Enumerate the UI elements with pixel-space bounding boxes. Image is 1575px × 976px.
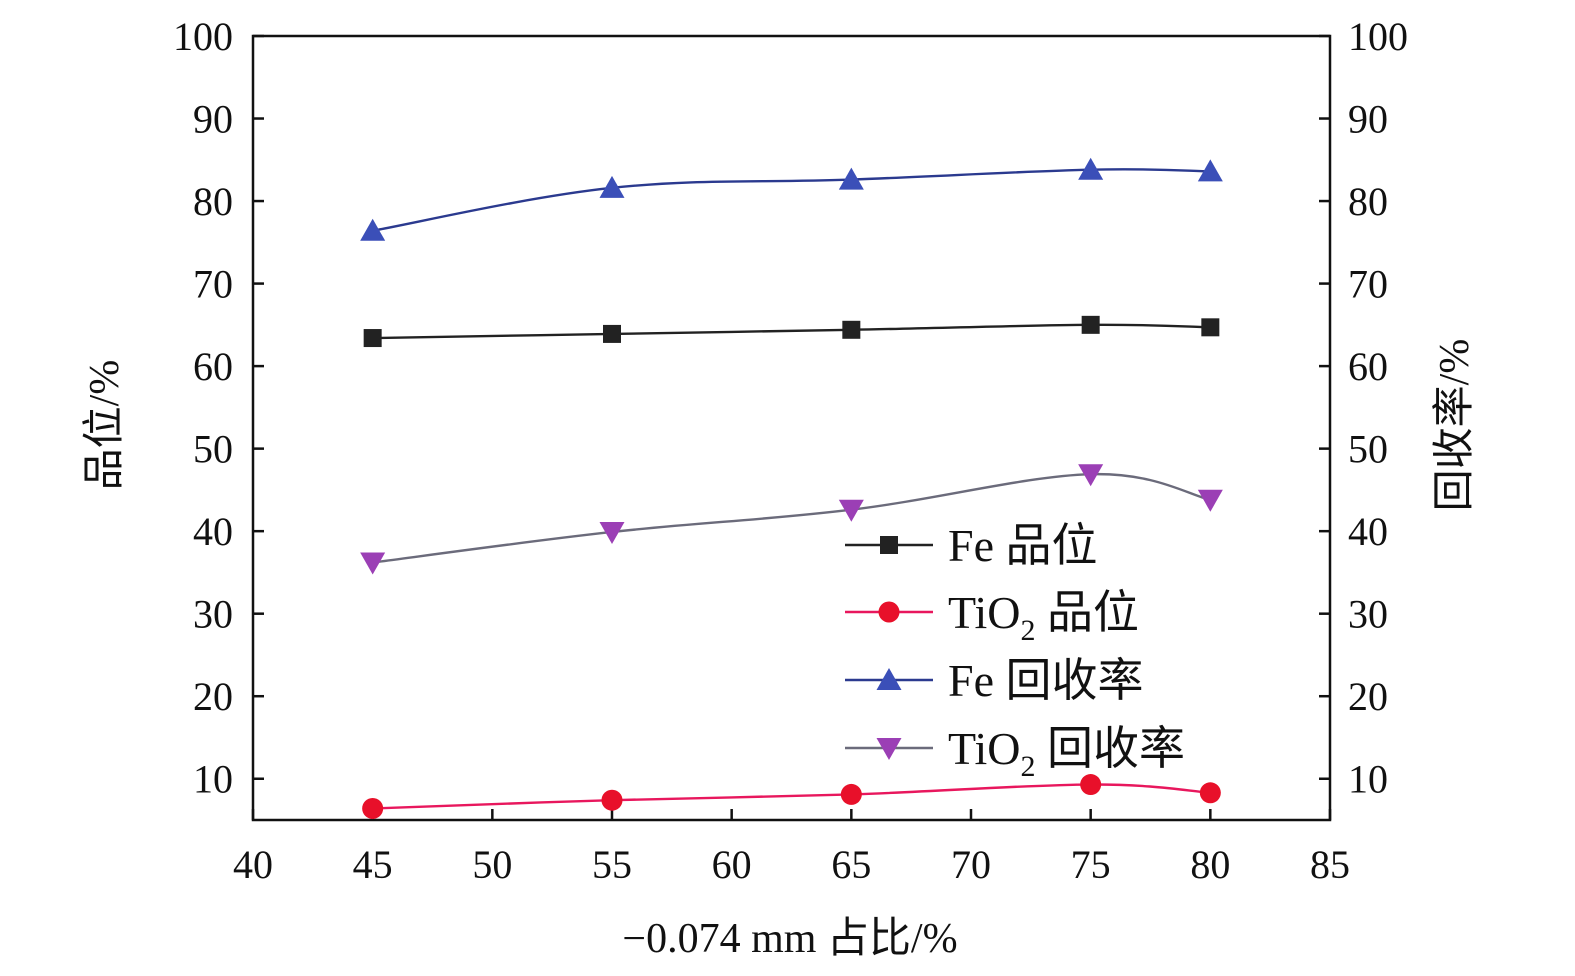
- series-line-fe-grade: [372, 323, 1211, 340]
- data-point-tio2-recovery: [599, 521, 625, 544]
- y-left-tick-label: 50: [193, 427, 233, 472]
- y-right-axis-title: 回收率/%: [1431, 339, 1478, 512]
- x-axis-title: −0.074 mm 占比/%: [622, 916, 957, 962]
- y-left-tick-label: 40: [193, 509, 233, 554]
- legend-marker-fe-recovery: [876, 668, 902, 690]
- series-tio2-recovery: [360, 464, 1223, 575]
- x-tick-label: 45: [353, 842, 393, 887]
- data-point-fe-grade: [1201, 318, 1220, 337]
- y-right-tick-label: 100: [1348, 14, 1408, 59]
- y-left-axis-title: 品位/%: [81, 360, 128, 491]
- axis-titles: −0.074 mm 占比/% 品位/% 回收率/%: [81, 339, 1478, 962]
- legend-label-tio2-grade: TiO2 品位: [948, 587, 1139, 647]
- data-point-tio2-grade: [601, 789, 623, 811]
- y-right-tick-label: 60: [1348, 344, 1388, 389]
- series-line-tio2-grade: [372, 783, 1211, 810]
- y-left-tick-label: 60: [193, 344, 233, 389]
- data-point-fe-recovery: [1197, 159, 1223, 182]
- y-right-tick-label: 30: [1348, 592, 1388, 637]
- legend-label-rest: 回收率: [994, 655, 1144, 706]
- data-point-fe-grade: [842, 320, 861, 339]
- y-left-tick-label: 90: [193, 97, 233, 142]
- data-point-fe-recovery: [360, 218, 386, 241]
- data-point-tio2-recovery: [1078, 464, 1104, 487]
- series-fe-grade: [363, 315, 1220, 348]
- data-point-tio2-grade: [362, 797, 384, 819]
- y-left-tick-label: 70: [193, 262, 233, 307]
- legend-label-fe-grade: Fe 品位: [948, 520, 1098, 571]
- y-right-tick-label: 20: [1348, 674, 1388, 719]
- plot-frame: [251, 34, 1332, 822]
- series-line-fe-recovery: [372, 168, 1211, 232]
- y-left-tick-label: 20: [193, 674, 233, 719]
- y-right-tick-label: 90: [1348, 97, 1388, 142]
- x-tick-label: 80: [1190, 842, 1230, 887]
- legend-item-tio2-grade: TiO2 品位: [845, 587, 1139, 647]
- data-point-fe-grade: [1081, 315, 1100, 334]
- axes-layer: 40 45 50 55 60 65 70 75 80 85 10 20 30 40 50 60 70 80 90 10…: [173, 14, 1408, 887]
- y-right-tick-label: 70: [1348, 262, 1388, 307]
- x-tick-label: 55: [592, 842, 632, 887]
- x-tick-label: 75: [1071, 842, 1111, 887]
- data-point-tio2-recovery: [1197, 489, 1223, 512]
- series-line-tio2-recovery: [372, 473, 1211, 564]
- y-right-tick-label: 40: [1348, 509, 1388, 554]
- legend-label-subscript: 2: [1020, 614, 1035, 647]
- legend-marker-tio2-recovery: [876, 738, 902, 760]
- y-right-tick-label: 10: [1348, 757, 1388, 802]
- legend-label-tio2-recovery: TiO2 回收率: [948, 723, 1185, 783]
- legend-label-main: Fe: [948, 520, 994, 571]
- x-tick-label: 85: [1310, 842, 1350, 887]
- y-left-tick-label: 80: [193, 179, 233, 224]
- series-fe-recovery: [360, 157, 1223, 241]
- legend-label-rest: 品位: [1035, 587, 1139, 638]
- y-left-tick-label: 100: [173, 14, 233, 59]
- legend-marker-fe-grade: [880, 536, 898, 554]
- data-point-tio2-grade: [1080, 774, 1102, 796]
- legend-marker-tio2-grade: [878, 601, 900, 623]
- data-point-fe-recovery: [599, 175, 625, 198]
- y-right-tick-label: 80: [1348, 179, 1388, 224]
- data-point-tio2-recovery: [360, 552, 386, 575]
- legend-label-subscript: 2: [1020, 750, 1035, 783]
- legend-label-fe-recovery: Fe 回收率: [948, 655, 1144, 706]
- x-tick-label: 60: [712, 842, 752, 887]
- legend-label-main: Fe: [948, 655, 994, 706]
- x-tick-label: 40: [233, 842, 273, 887]
- y-left-tick-label: 30: [193, 592, 233, 637]
- y-left-tick-label: 10: [193, 757, 233, 802]
- data-point-fe-grade: [363, 329, 382, 348]
- legend-label-rest: 品位: [994, 520, 1098, 571]
- legend-item-fe-grade: Fe 品位: [845, 520, 1098, 571]
- data-point-fe-recovery: [1078, 157, 1104, 180]
- y-right-tick-label: 50: [1348, 427, 1388, 472]
- data-point-fe-grade: [603, 324, 621, 343]
- x-tick-label: 50: [472, 842, 512, 887]
- data-point-tio2-grade: [1199, 782, 1221, 804]
- data-point-tio2-grade: [840, 783, 862, 805]
- legend-label-rest: 回收率: [1035, 723, 1185, 774]
- legend-label-main: TiO: [948, 587, 1020, 638]
- legend-label-main: TiO: [948, 723, 1020, 774]
- x-tick-label: 65: [831, 842, 871, 887]
- data-point-tio2-recovery: [838, 499, 864, 522]
- series-tio2-grade: [362, 774, 1221, 819]
- legend-item-tio2-recovery: TiO2 回收率: [845, 723, 1185, 783]
- x-tick-label: 70: [951, 842, 991, 887]
- series-layer: [360, 157, 1223, 819]
- legend-item-fe-recovery: Fe 回收率: [845, 655, 1144, 706]
- data-point-fe-recovery: [838, 167, 864, 190]
